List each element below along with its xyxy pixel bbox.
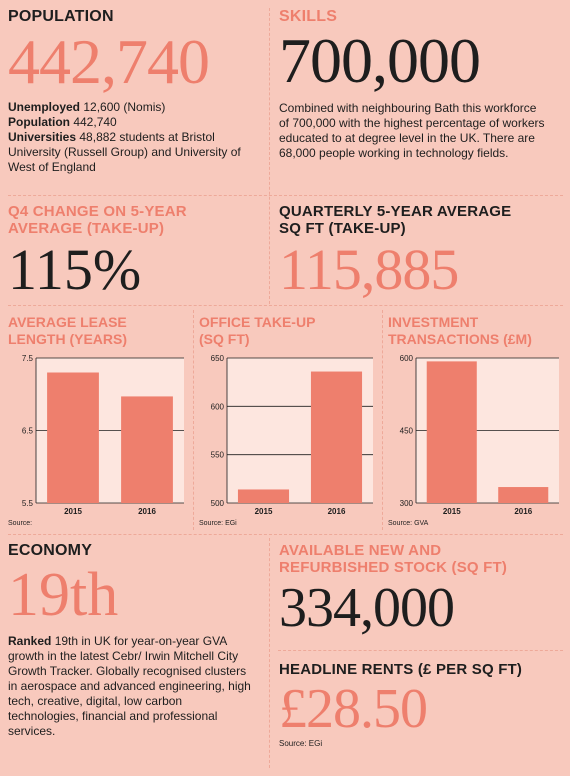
divider-top-vertical xyxy=(269,8,270,304)
chart-lease-length: AVERAGE LEASE LENGTH (YEARS) 7.5 6.5 5.5 2015… xyxy=(8,313,188,531)
x-tick-label: 2015 xyxy=(64,507,82,516)
chart-title-line2: TRANSACTIONS (£M) xyxy=(388,331,532,347)
divider-row2 xyxy=(8,305,563,306)
population-section: POPULATION 442,740 Unemployed 12,600 (No… xyxy=(8,8,263,175)
y-tick-label: 6.5 xyxy=(22,427,34,436)
headline-rents-source: Source: EGi xyxy=(279,739,323,748)
available-stock-heading-line1: AVAILABLE NEW AND xyxy=(279,542,442,559)
divider-bottom-vertical xyxy=(269,538,270,768)
available-stock-heading-line2: REFURBISHED STOCK (SQ FT) xyxy=(279,559,508,576)
y-tick-label: 550 xyxy=(211,451,225,460)
x-tick-label: 2015 xyxy=(443,507,461,516)
headline-rents-figure: £28.50 xyxy=(279,678,428,740)
chart-title-line1: AVERAGE LEASE xyxy=(8,314,127,330)
population-label: Population xyxy=(8,115,70,129)
bar-2015 xyxy=(426,361,477,503)
divider-chart1 xyxy=(193,310,194,530)
economy-section: ECONOMY 19th Ranked 19th in UK for year-… xyxy=(8,542,263,739)
quarterly-figure: 115,885 xyxy=(279,237,459,302)
x-tick-label: 2016 xyxy=(138,507,156,516)
chart-title-line2: LENGTH (YEARS) xyxy=(8,331,127,347)
chart-source: Source: GVA xyxy=(388,520,429,527)
divider-row1 xyxy=(8,195,563,196)
chart-office-take-up: OFFICE TAKE-UP (SQ FT) 650 600 550 500 2015 201… xyxy=(199,313,377,531)
y-tick-label: 300 xyxy=(400,499,414,508)
available-stock-section: AVAILABLE NEW AND REFURBISHED STOCK (SQ … xyxy=(279,542,561,636)
economy-ranked-label: Ranked xyxy=(8,634,52,648)
bar-2016 xyxy=(121,396,173,503)
x-tick-label: 2016 xyxy=(514,507,532,516)
unemployed-label: Unemployed xyxy=(8,100,81,114)
universities-value: 48,882 students at Bristol University (R… xyxy=(8,130,241,174)
y-tick-label: 600 xyxy=(400,354,414,363)
population-value: 442,740 xyxy=(70,115,117,129)
q4-change-heading-line2: AVERAGE (TAKE-UP) xyxy=(8,220,165,237)
chart-svg: OFFICE TAKE-UP(SQ FT) 650 600 550 500 2015 201… xyxy=(199,314,373,527)
x-tick-label: 2015 xyxy=(255,507,273,516)
chart-title-line1: INVESTMENT xyxy=(388,314,479,330)
population-heading: POPULATION xyxy=(8,8,114,25)
chart-title-line2: (SQ FT) xyxy=(199,331,250,347)
skills-section: SKILLS 700,000 Combined with neighbourin… xyxy=(279,8,559,161)
unemployed-value: 12,600 (Nomis) xyxy=(80,100,166,114)
chart-source: Source: EGi xyxy=(199,520,237,527)
chart-title-line1: OFFICE TAKE-UP xyxy=(199,314,315,330)
divider-chart2 xyxy=(382,310,383,530)
economy-ranked-text: 19th in UK for year-on-year GVA growth i… xyxy=(8,634,251,738)
divider-row3 xyxy=(8,534,563,535)
population-figure: 442,740 xyxy=(8,26,210,97)
bar-2015 xyxy=(237,489,290,503)
quarterly-heading-line2: SQ FT (TAKE-UP) xyxy=(279,220,406,237)
bar-2016 xyxy=(310,371,363,503)
y-tick-label: 450 xyxy=(400,427,414,436)
skills-text: Combined with neighbouring Bath this wor… xyxy=(279,101,545,160)
skills-heading: SKILLS xyxy=(279,8,338,25)
y-tick-label: 7.5 xyxy=(22,354,34,363)
economy-text: Ranked 19th in UK for year-on-year GVA g… xyxy=(8,634,253,739)
population-details: Unemployed 12,600 (Nomis) Population 442… xyxy=(8,100,263,175)
quarterly-average-section: QUARTERLY 5-YEAR AVERAGE SQ FT (TAKE-UP)… xyxy=(279,203,559,299)
bar-2016 xyxy=(498,487,549,503)
skills-figure: 700,000 xyxy=(279,25,481,96)
quarterly-heading-line1: QUARTERLY 5-YEAR AVERAGE xyxy=(279,203,512,220)
y-tick-label: 600 xyxy=(211,402,225,411)
chart-source: Source: xyxy=(8,520,32,527)
divider-row4 xyxy=(278,650,563,651)
bar-2015 xyxy=(47,372,99,503)
universities-label: Universities xyxy=(8,130,77,144)
y-tick-label: 5.5 xyxy=(22,499,34,508)
q4-change-heading-line1: Q4 CHANGE ON 5-YEAR xyxy=(8,203,187,220)
economy-heading: ECONOMY xyxy=(8,542,93,559)
economy-figure: 19th xyxy=(8,561,119,629)
q4-change-section: Q4 CHANGE ON 5-YEAR AVERAGE (TAKE-UP) 11… xyxy=(8,203,263,299)
chart-investment-transactions: INVESTMENT TRANSACTIONS (£M) 600 450 300 2015… xyxy=(388,313,563,531)
available-stock-figure: 334,000 xyxy=(279,577,455,639)
q4-change-figure: 115% xyxy=(8,237,142,302)
x-tick-label: 2016 xyxy=(328,507,346,516)
y-tick-label: 500 xyxy=(211,499,225,508)
headline-rents-heading: HEADLINE RENTS (£ PER SQ FT) xyxy=(279,661,523,678)
headline-rents-section: HEADLINE RENTS (£ PER SQ FT) £28.50 Sour… xyxy=(279,661,561,748)
y-tick-label: 650 xyxy=(211,354,225,363)
